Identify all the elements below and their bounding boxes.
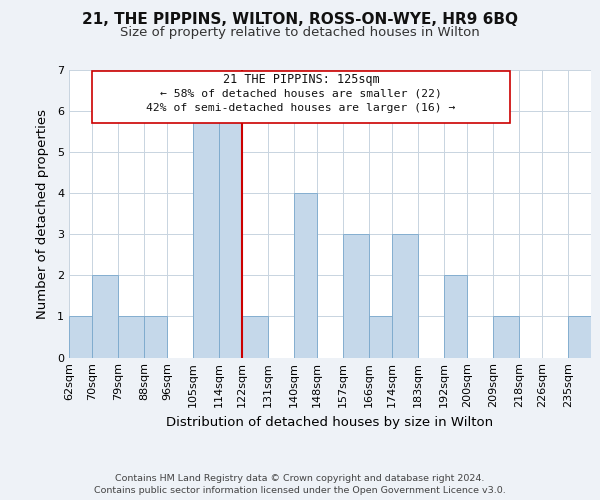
Bar [69, 316, 92, 358]
Text: 42% of semi-detached houses are larger (16) →: 42% of semi-detached houses are larger (… [146, 103, 456, 113]
Bar [144, 316, 167, 358]
Text: 21, THE PIPPINS, WILTON, ROSS-ON-WYE, HR9 6BQ: 21, THE PIPPINS, WILTON, ROSS-ON-WYE, HR… [82, 12, 518, 28]
Bar [392, 234, 418, 358]
Bar [294, 193, 317, 358]
X-axis label: Distribution of detached houses by size in Wilton: Distribution of detached houses by size … [166, 416, 494, 428]
FancyBboxPatch shape [92, 71, 510, 122]
Text: 21 THE PIPPINS: 125sqm: 21 THE PIPPINS: 125sqm [223, 72, 380, 86]
Bar [493, 316, 519, 358]
Bar [343, 234, 369, 358]
Bar [369, 316, 392, 358]
Bar [444, 276, 467, 357]
Bar [242, 316, 268, 358]
Bar [193, 111, 219, 358]
Bar [568, 316, 591, 358]
Text: ← 58% of detached houses are smaller (22): ← 58% of detached houses are smaller (22… [160, 89, 442, 99]
Bar [118, 316, 144, 358]
Text: Size of property relative to detached houses in Wilton: Size of property relative to detached ho… [120, 26, 480, 39]
Text: Contains public sector information licensed under the Open Government Licence v3: Contains public sector information licen… [94, 486, 506, 495]
Bar [92, 276, 118, 357]
Text: Contains HM Land Registry data © Crown copyright and database right 2024.: Contains HM Land Registry data © Crown c… [115, 474, 485, 483]
Y-axis label: Number of detached properties: Number of detached properties [35, 109, 49, 319]
Bar [219, 111, 242, 358]
